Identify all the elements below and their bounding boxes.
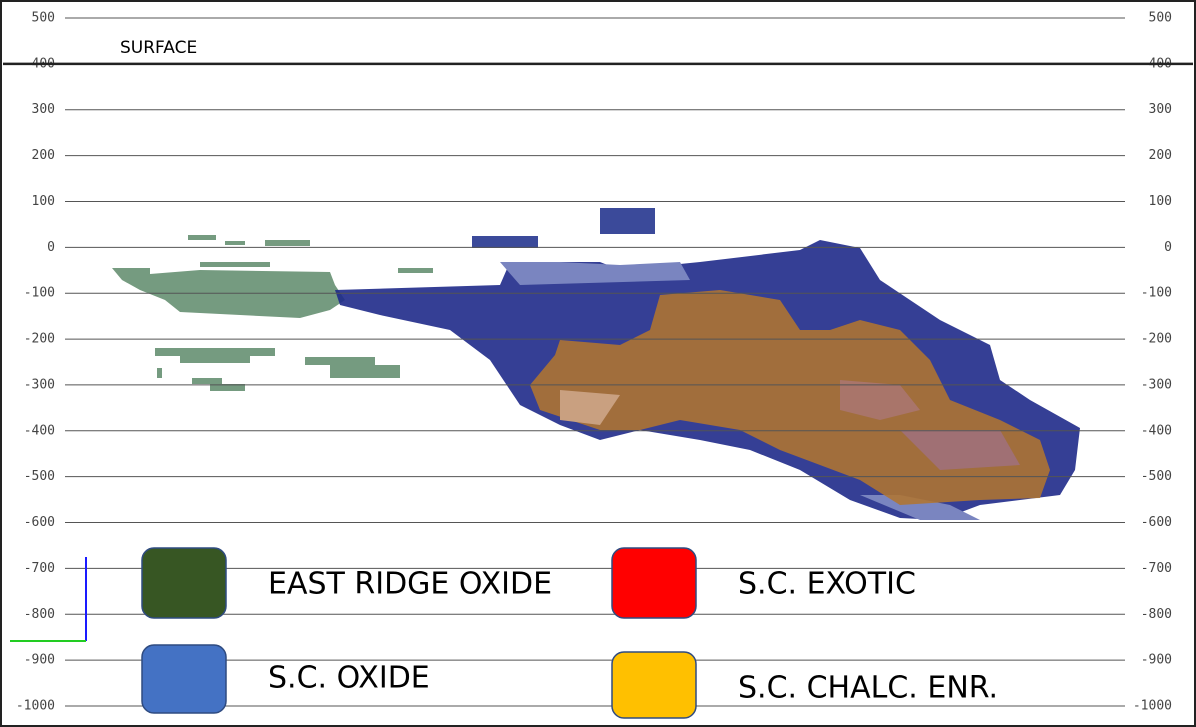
y-tick-label: -700 xyxy=(24,561,55,576)
y-tick-label: -100 xyxy=(24,286,55,301)
y-tick-label-right: 0 xyxy=(1164,240,1172,255)
y-tick-label: -300 xyxy=(24,377,55,392)
legend-swatch xyxy=(611,547,697,619)
y-tick-label: -800 xyxy=(24,607,55,622)
y-tick-label-right: -600 xyxy=(1141,515,1172,530)
y-tick-label: 500 xyxy=(32,11,55,26)
y-tick-label: -1000 xyxy=(16,699,55,714)
y-tick-label-right: -300 xyxy=(1141,377,1172,392)
legend-swatch xyxy=(141,547,227,619)
surface-label: SURFACE xyxy=(120,38,197,58)
y-tick-label: -900 xyxy=(24,653,55,668)
legend-swatch xyxy=(141,644,227,714)
legend-label: S.C. OXIDE xyxy=(268,661,430,696)
y-tick-label-right: -400 xyxy=(1141,423,1172,438)
y-tick-label: 0 xyxy=(47,240,55,255)
sc-chalc-body xyxy=(530,290,1050,505)
y-tick-label-right: -800 xyxy=(1141,607,1172,622)
ore-bodies xyxy=(112,208,1080,520)
y-tick-label-right: -100 xyxy=(1141,286,1172,301)
legend-label: EAST RIDGE OXIDE xyxy=(268,567,552,602)
y-tick-label: 200 xyxy=(32,148,55,163)
y-tick-label: 300 xyxy=(32,102,55,117)
y-tick-label-right: -1000 xyxy=(1133,699,1172,714)
y-tick-label: -500 xyxy=(24,469,55,484)
y-tick-label: -200 xyxy=(24,332,55,347)
y-tick-label-right: 200 xyxy=(1149,148,1172,163)
y-tick-label-right: 300 xyxy=(1149,102,1172,117)
y-tick-label: -600 xyxy=(24,515,55,530)
y-tick-label-right: -500 xyxy=(1141,469,1172,484)
y-tick-label: 100 xyxy=(32,194,55,209)
y-tick-label: -400 xyxy=(24,423,55,438)
y-tick-label-right: -200 xyxy=(1141,332,1172,347)
y-tick-label-right: 100 xyxy=(1149,194,1172,209)
y-tick-label-right: 500 xyxy=(1149,11,1172,26)
legend-swatch xyxy=(611,651,697,719)
y-tick-label-right: -700 xyxy=(1141,561,1172,576)
legend-label: S.C. CHALC. ENR. xyxy=(738,671,998,706)
y-tick-label-right: -900 xyxy=(1141,653,1172,668)
legend-label: S.C. EXOTIC xyxy=(738,567,916,602)
